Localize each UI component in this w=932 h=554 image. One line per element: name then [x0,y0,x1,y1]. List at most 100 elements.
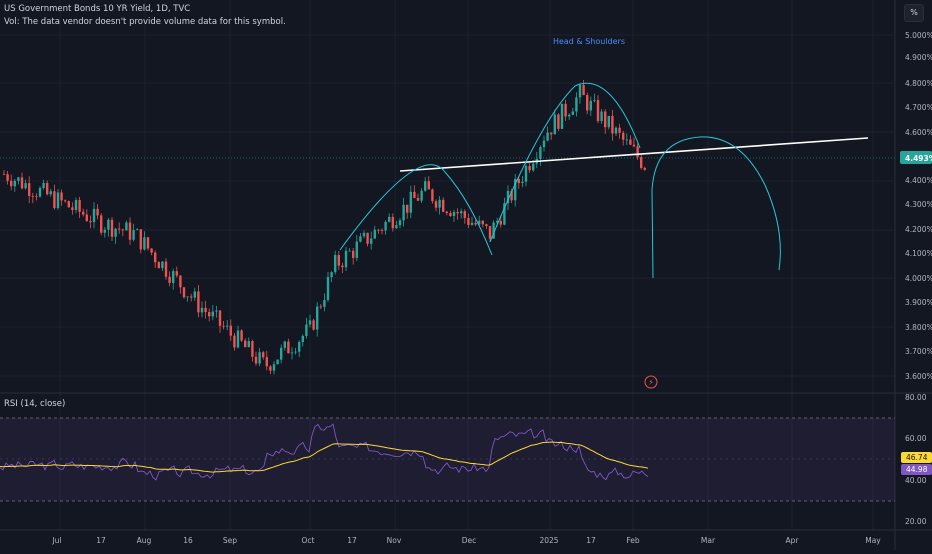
candle-body [211,311,214,317]
candle-body [319,306,322,308]
candle-body [100,215,103,233]
candle-body [481,220,484,225]
time-tick: 17 [586,536,596,545]
candle-body [643,167,646,170]
candle-body [233,335,236,348]
head-curve[interactable] [489,82,641,243]
rsi-ma-value: 46.74 [906,453,928,462]
candle-body [517,179,520,184]
candle-body [463,211,466,219]
time-axis[interactable]: Jul 17 Aug 16 Sep Oct 17 Nov Dec 2025 17… [51,536,881,545]
right-shoulder-curve[interactable] [651,136,781,279]
flash-icon[interactable]: ⚡ [644,375,658,389]
candle-body [283,341,286,348]
current-price-label: 4.493% [905,154,932,163]
neckline[interactable] [399,137,869,172]
rsi-title[interactable]: RSI (14, close) [4,399,66,409]
candle-body [128,222,132,240]
candle-body [560,103,564,129]
candle-body [103,229,106,233]
candle-body [488,226,492,239]
candle-body [71,207,74,210]
candle-body [478,220,481,225]
candle-body [42,183,45,188]
price-tick: 4.400% [905,176,932,185]
price-tick: 3.700% [905,347,932,356]
candle-body [532,163,535,171]
candle-body [578,85,582,98]
candle-body [139,229,142,250]
candle-body [287,341,290,354]
candle-body [89,221,92,223]
candle-body [290,352,294,354]
time-tick: Mar [701,536,716,545]
candle-body [6,174,9,181]
candle-body [204,307,207,313]
candle-body [344,250,348,268]
price-tick: 3.600% [905,372,932,381]
candle-body [172,271,175,283]
candle-body [438,199,441,208]
candle-body [586,95,589,111]
price-axis[interactable]: 5.000% 4.900% 4.800% 4.700% 4.600% 4.400… [900,31,932,381]
candle-body [625,139,628,141]
time-tick: May [865,536,881,545]
rsi-axis[interactable]: 80.00 60.00 40.00 20.00 46.74 44.98 [901,393,932,526]
candle-body [323,300,326,307]
candle-body [445,211,448,213]
price-tick: 4.600% [905,128,932,137]
candle-body [373,229,376,239]
candle-body [614,127,618,134]
candle-body [272,364,276,371]
candle-body [380,230,384,231]
candle-body [301,335,304,342]
pattern-label[interactable]: Head & Shoulders [553,37,625,46]
candle-body [182,287,186,298]
candle-body [38,187,42,197]
candle-body [496,220,499,223]
candle-body [154,252,157,263]
candle-body [452,211,456,217]
candle-body [64,200,67,202]
rsi-tick: 20.00 [905,517,927,526]
candle-body [571,111,574,115]
time-tick: Feb [626,536,640,545]
candle-body [589,100,592,111]
candle-body [607,115,610,128]
candle-body [553,114,556,135]
candle-body [521,181,524,184]
candle-body [557,114,560,129]
candle-body [398,220,402,226]
candle-body [506,190,510,204]
chart-title[interactable]: US Government Bonds 10 YR Yield, 1D, TVC [4,4,191,14]
candle-body [24,183,27,189]
price-tick: 3.900% [905,298,932,307]
candle-body [424,181,427,191]
time-tick: 17 [96,536,106,545]
price-tick: 4.900% [905,53,932,62]
candle-body [276,359,279,365]
candle-body [132,230,135,240]
candle-body [629,139,632,145]
volume-note: Vol: The data vendor doesn't provide vol… [4,17,286,27]
candle-body [240,330,243,341]
left-shoulder-curve[interactable] [339,164,493,256]
candle-body [395,225,398,229]
candle-body [485,224,488,227]
candle-body [143,237,146,250]
candle-body [150,248,153,253]
candle-body [2,174,6,175]
candle-body [632,144,636,147]
candle-body [200,307,204,313]
candle-body [341,265,344,268]
candle-body [542,140,546,148]
candle-body [215,310,218,312]
candle-body [197,291,200,313]
candle-body [427,181,430,190]
candle-body [596,100,600,122]
candle-body [251,341,254,357]
percent-scale-button[interactable]: % [904,4,924,22]
price-tick: 4.700% [905,103,932,112]
